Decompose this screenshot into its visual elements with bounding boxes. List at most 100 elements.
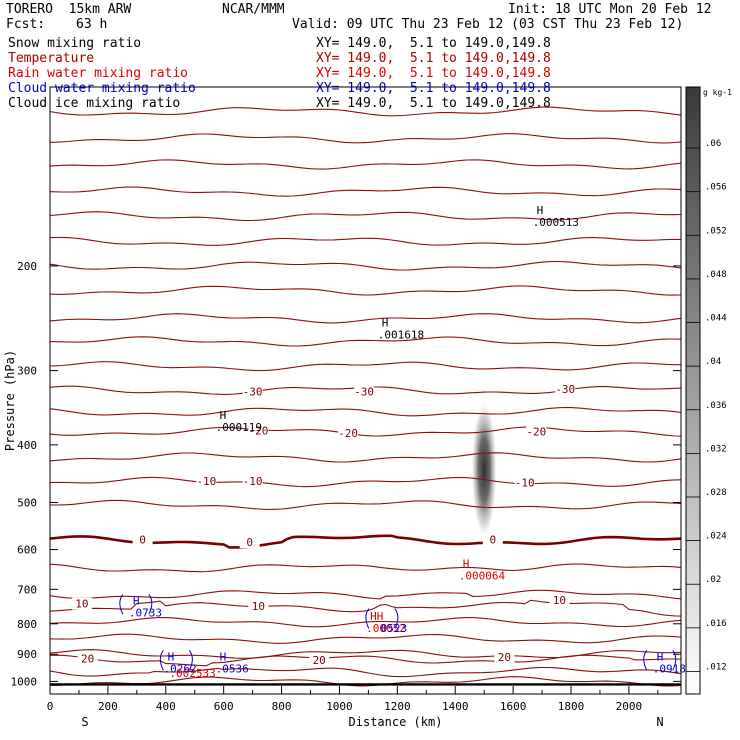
temperature-contour-line xyxy=(49,654,682,667)
temperature-contour-line xyxy=(49,159,682,170)
maximum-value: 0523 xyxy=(381,622,408,635)
y-tick-label: 700 xyxy=(17,583,37,596)
contour-label-background xyxy=(338,426,359,439)
temperature-contour-line xyxy=(49,452,682,463)
y-axis-title: Pressure (hPa) xyxy=(3,350,17,451)
maximum-marker: H xyxy=(168,650,175,663)
temperature-contour-label: 10 xyxy=(553,594,566,607)
contour-label-background xyxy=(549,594,570,607)
contour-label-background xyxy=(77,652,98,665)
colorbar-tick-label: .06 xyxy=(705,139,721,149)
temperature-contour-line xyxy=(49,260,682,271)
temperature-contour-line xyxy=(49,599,682,617)
field-xy-cloud-water: XY= 149.0, 5.1 to 149.0,149.8 xyxy=(316,81,551,96)
temperature-contour-line xyxy=(49,534,682,549)
maximum-value: .0536 xyxy=(216,662,249,675)
contour-label-background xyxy=(248,600,269,613)
maximum-value: .000064 xyxy=(459,569,506,582)
south-label: S xyxy=(81,715,88,729)
temperature-contour-label: -30 xyxy=(555,383,575,396)
temperature-contour-line xyxy=(49,666,682,678)
x-tick-label: 1000 xyxy=(326,700,353,713)
temperature-contour-label: 20 xyxy=(313,654,326,667)
maximum-marker: HH xyxy=(370,610,383,623)
temperature-contour-label: -20 xyxy=(338,427,358,440)
contour-label-background xyxy=(354,385,375,398)
field-xy-snow: XY= 149.0, 5.1 to 149.0,149.8 xyxy=(316,36,551,51)
temperature-contour-line xyxy=(49,649,682,659)
temperature-contour-line xyxy=(49,633,682,644)
snow-mixing-ratio-shading xyxy=(471,399,498,540)
forecast-label: Fcst: xyxy=(6,17,46,32)
x-tick-label: 0 xyxy=(47,700,54,713)
colorbar-tick-label: .048 xyxy=(705,270,727,280)
temperature-contour-line xyxy=(49,313,682,324)
model-title: TORERO 15km ARW xyxy=(6,2,132,17)
temperature-contour-label: 0 xyxy=(246,536,253,549)
colorbar-tick-label: .028 xyxy=(705,488,727,498)
contour-label-background xyxy=(71,597,92,610)
maximum-marker: H xyxy=(537,204,544,217)
x-tick-label: 1400 xyxy=(442,700,469,713)
field-name-rain: Rain water mixing ratio xyxy=(8,66,189,81)
temperature-contour-line xyxy=(49,563,682,573)
cloud-water-contour xyxy=(159,650,193,671)
contour-label-background xyxy=(132,533,153,546)
temperature-contour-line xyxy=(49,336,682,347)
temperature-contour-line xyxy=(50,499,682,510)
contour-label-background xyxy=(196,474,217,487)
valid-time: Valid: 09 UTC Thu 23 Feb 12 (03 CST Thu … xyxy=(292,17,684,32)
temperature-contour-label: -30 xyxy=(354,385,374,398)
x-tick-label: 1600 xyxy=(500,700,527,713)
temperature-contour-label: -10 xyxy=(243,475,263,488)
temperature-contour-line xyxy=(49,406,682,417)
cloud-water-contour xyxy=(365,608,399,629)
forecast-hour: 63 h xyxy=(76,17,108,32)
cloud-water-contour xyxy=(119,593,153,615)
temperature-contour-line xyxy=(49,211,682,222)
field-name-temperature: Temperature xyxy=(8,51,95,66)
x-tick-label: 800 xyxy=(272,700,292,713)
contour-label-background xyxy=(248,424,269,437)
org-label: NCAR/MMM xyxy=(222,2,285,17)
y-tick-label: 300 xyxy=(17,365,37,378)
temperature-contour-line xyxy=(49,186,682,197)
temperature-contour-label: -20 xyxy=(248,424,268,437)
contour-label-background xyxy=(242,474,263,487)
temperature-contour-line xyxy=(49,589,682,600)
field-xy-cloud-ice: XY= 149.0, 5.1 to 149.0,149.8 xyxy=(316,96,551,111)
colorbar-tick-label: .016 xyxy=(705,619,727,629)
colorbar-tick-label: .012 xyxy=(705,662,727,672)
temperature-contour-line xyxy=(50,676,682,687)
contour-label-background xyxy=(555,382,576,395)
y-tick-label: 200 xyxy=(17,260,37,273)
maximum-value: .002533 xyxy=(169,667,215,680)
contour-label-background xyxy=(309,654,330,667)
temperature-contour-label: -10 xyxy=(196,475,216,488)
x-tick-label: 200 xyxy=(98,700,118,713)
field-xy-temperature: XY= 149.0, 5.1 to 149.0,149.8 xyxy=(316,51,551,66)
contour-label-background xyxy=(494,651,515,664)
maximum-marker: H xyxy=(463,557,470,570)
north-label: N xyxy=(656,715,663,729)
temperature-contour-line xyxy=(49,616,682,628)
temperature-contour-line xyxy=(49,361,681,372)
temperature-contour-label: -10 xyxy=(515,477,535,490)
field-name-cloud-water: Cloud water mixing ratio xyxy=(8,81,196,96)
maximum-value: .001618 xyxy=(378,329,424,342)
colorbar-tick-label: .056 xyxy=(705,183,727,193)
maximum-value: .0733 xyxy=(129,606,162,619)
colorbar-tick-label: .044 xyxy=(705,314,727,324)
temperature-contour-label: 0 xyxy=(139,533,146,546)
temperature-contour-line xyxy=(49,236,682,246)
colorbar-tick-label: .052 xyxy=(705,226,727,236)
x-axis-title: Distance (km) xyxy=(349,715,443,729)
temperature-contour-line xyxy=(49,285,682,296)
maximum-value: .000119 xyxy=(216,421,262,434)
temperature-contour-line xyxy=(49,133,682,144)
temperature-contour-label: 10 xyxy=(252,600,265,613)
cloud-water-contour xyxy=(643,650,677,671)
colorbar-units: g kg-1 xyxy=(703,88,732,97)
colorbar-tick-label: .036 xyxy=(705,401,727,411)
